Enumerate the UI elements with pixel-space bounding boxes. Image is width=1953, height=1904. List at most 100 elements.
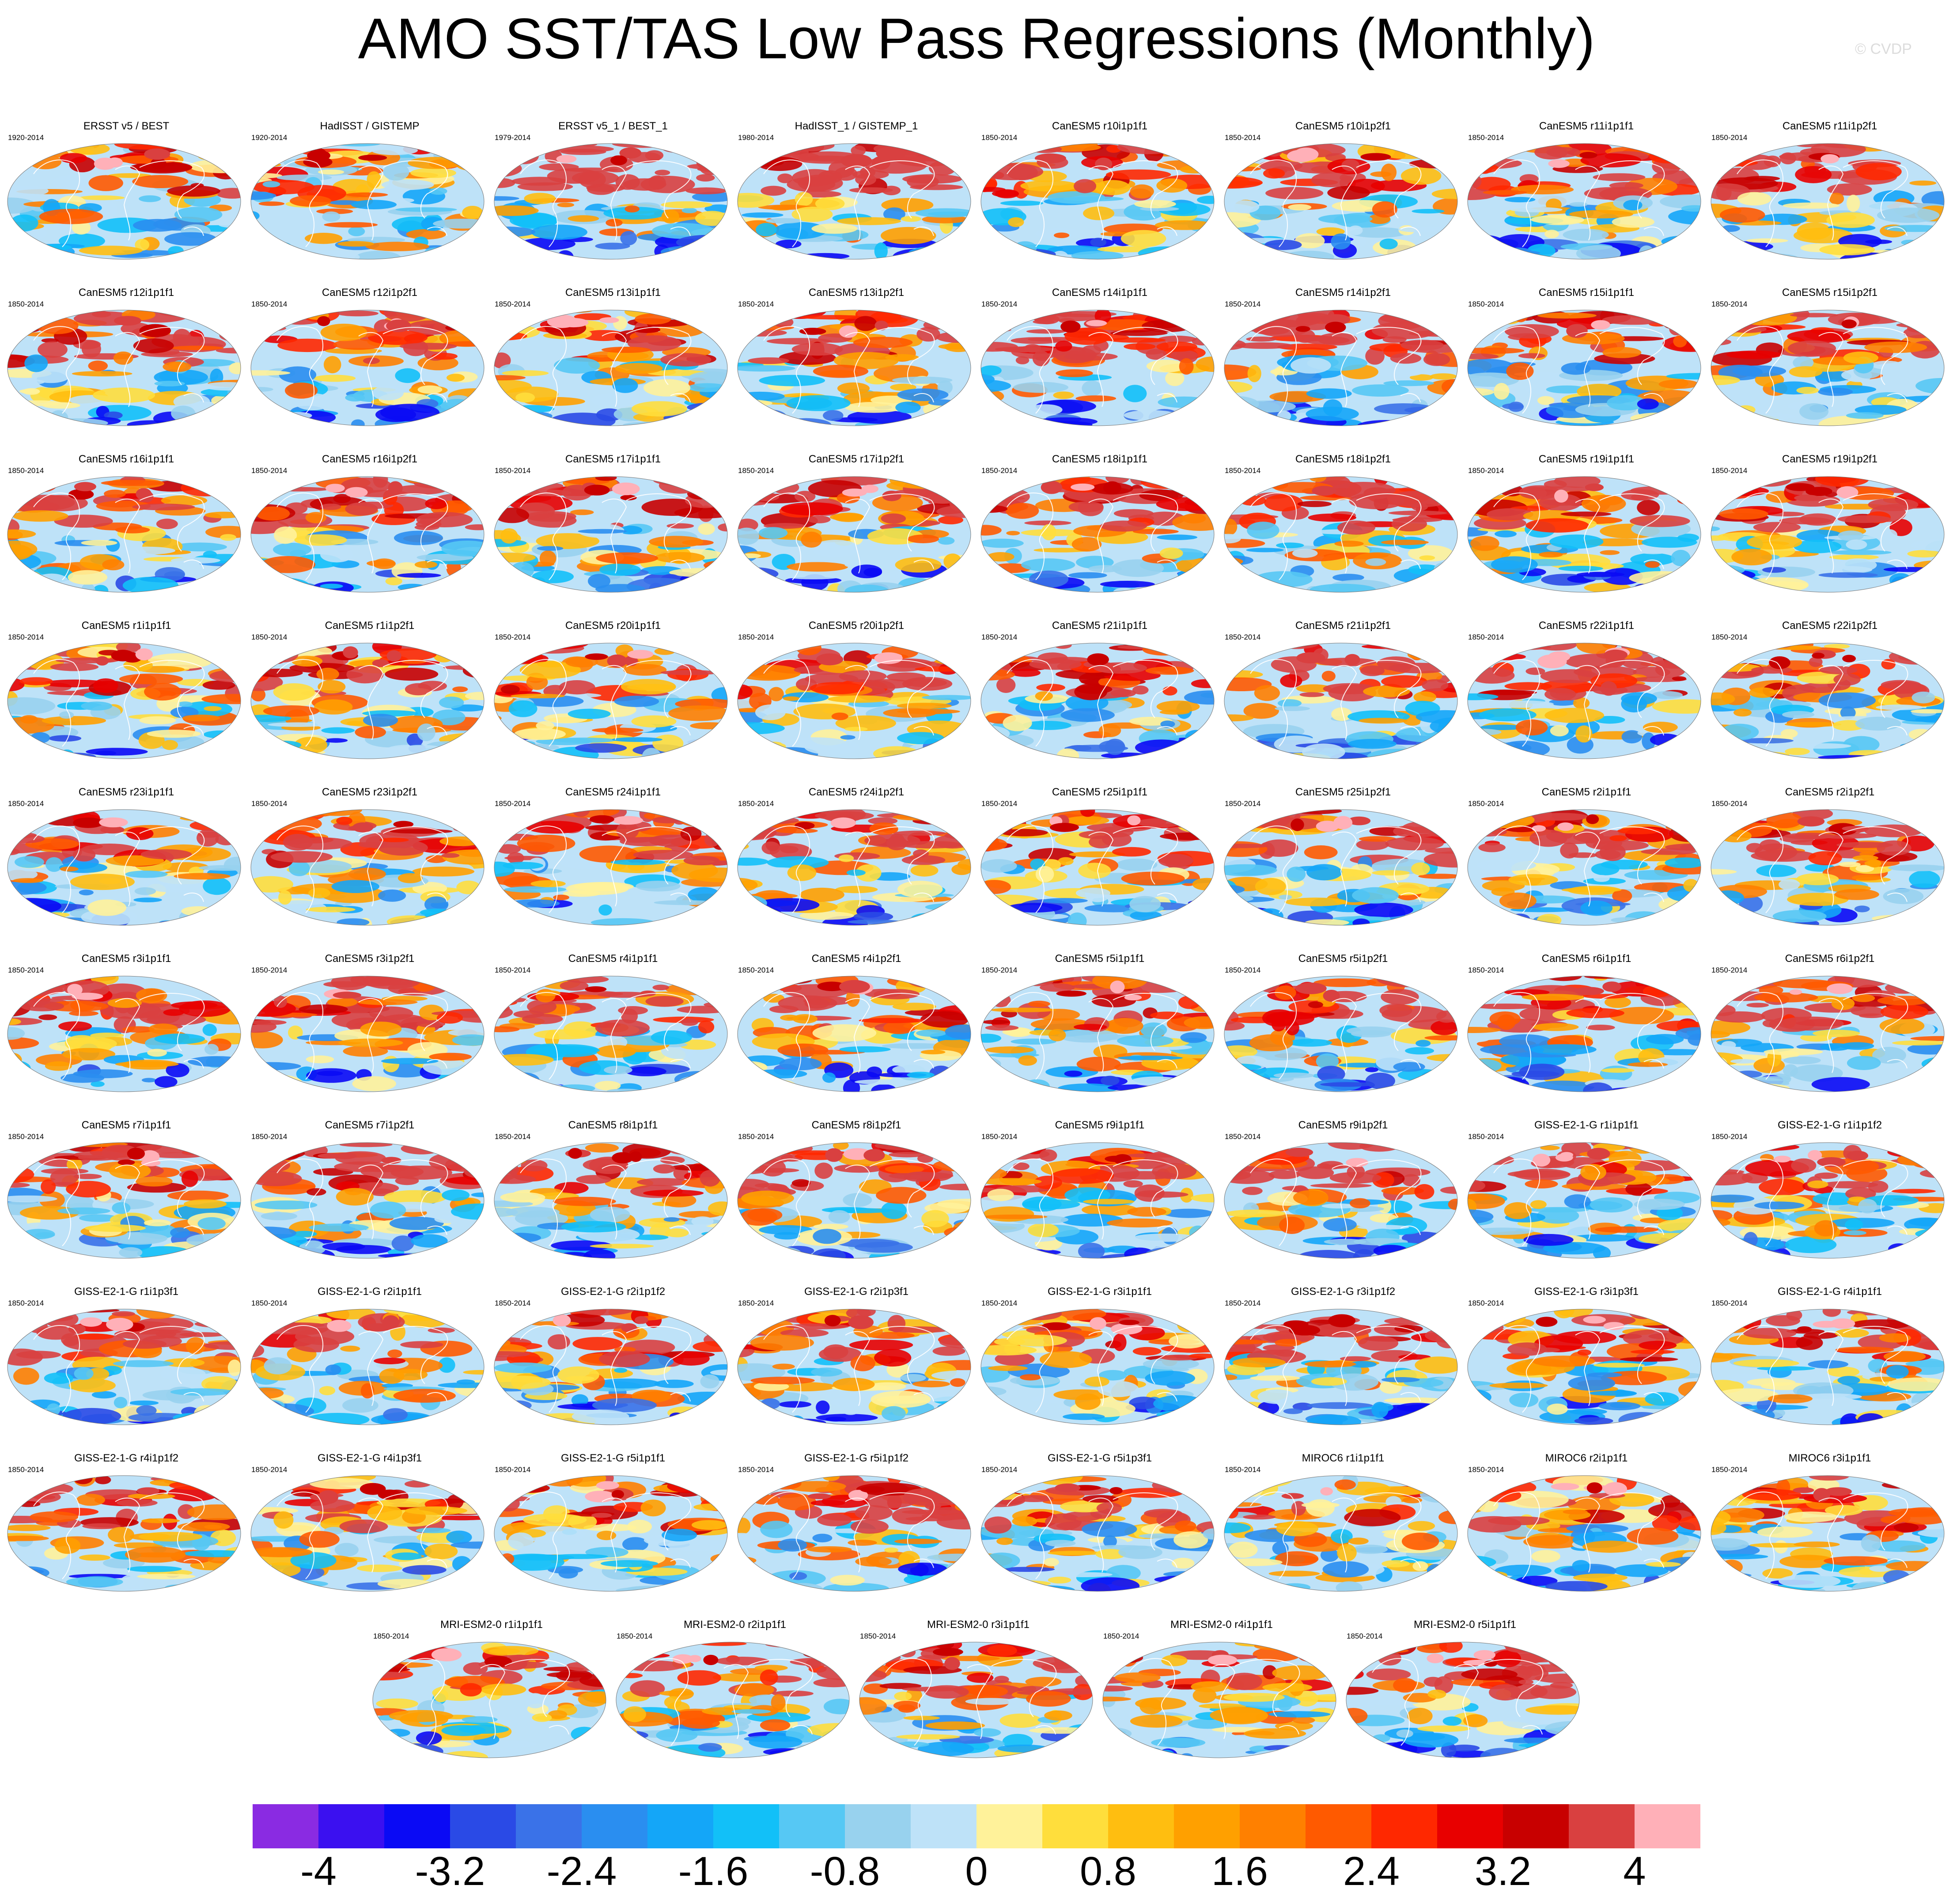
anomaly-patch (1468, 189, 1496, 200)
anomaly-patch (81, 540, 117, 546)
anomaly-patch (1421, 148, 1457, 162)
anomaly-patch (627, 650, 654, 659)
panel-title: CanESM5 r1i1p1f1 (81, 620, 171, 632)
anomaly-patch (1156, 178, 1188, 193)
anomaly-patch (1098, 161, 1112, 169)
regression-map (1467, 809, 1701, 926)
anomaly-patch (874, 320, 888, 330)
anomaly-patch (981, 584, 1029, 592)
anomaly-patch (1351, 1030, 1391, 1037)
anomaly-patch (107, 998, 142, 1008)
anomaly-patch (1654, 649, 1701, 655)
anomaly-patch (864, 988, 901, 998)
anomaly-patch (1011, 1038, 1056, 1045)
anomaly-patch (1055, 341, 1072, 352)
anomaly-patch (308, 888, 330, 898)
anomaly-patch (379, 837, 409, 842)
anomaly-patch (886, 836, 908, 851)
anomaly-patch (1576, 643, 1616, 654)
anomaly-patch (352, 1076, 396, 1091)
anomaly-patch (705, 976, 723, 979)
coastline (602, 165, 627, 241)
anomaly-patch (1083, 206, 1115, 220)
anomaly-patch (8, 577, 43, 592)
anomaly-patch (981, 150, 997, 158)
anomaly-patch (1006, 531, 1020, 536)
anomaly-patch (1028, 1000, 1050, 1007)
anomaly-patch (981, 814, 1018, 820)
anomaly-patch (1294, 148, 1319, 161)
anomaly-patch (1595, 849, 1621, 859)
anomaly-patch (1224, 310, 1249, 323)
anomaly-patch (1130, 184, 1154, 199)
anomaly-patch (1643, 985, 1672, 998)
anomaly-patch (473, 413, 484, 426)
coastline (1157, 227, 1177, 236)
panel-period: 1920-2014 (8, 133, 44, 142)
anomaly-patch (1000, 829, 1048, 837)
anomaly-patch (1711, 394, 1726, 409)
anomaly-patch (1711, 412, 1754, 418)
anomaly-patch (1739, 895, 1763, 912)
anomaly-patch (406, 229, 446, 240)
regression-map (737, 643, 971, 759)
coastline (869, 493, 935, 552)
coastline (427, 893, 447, 902)
coastline (869, 327, 935, 385)
anomaly-patch (354, 250, 401, 259)
anomaly-patch (1292, 549, 1318, 558)
anomaly-patch (181, 906, 215, 916)
coastline (1818, 831, 1844, 907)
anomaly-patch (115, 526, 150, 534)
anomaly-patch (49, 410, 68, 426)
anomaly-patch (651, 1030, 692, 1045)
anomaly-patch (1418, 252, 1435, 257)
anomaly-patch (1190, 748, 1214, 754)
coastline (115, 998, 140, 1073)
map-outline (250, 143, 484, 260)
anomaly-patch (1934, 750, 1944, 759)
anomaly-patch (1730, 310, 1747, 322)
anomaly-patch (21, 149, 40, 156)
anomaly-patch (1922, 144, 1944, 151)
anomaly-patch (1793, 356, 1814, 369)
anomaly-patch (1842, 655, 1856, 662)
anomaly-patch (345, 487, 368, 498)
anomaly-patch (568, 708, 611, 719)
regression-map (7, 976, 241, 1092)
anomaly-patch (682, 917, 707, 925)
anomaly-patch (499, 326, 514, 337)
panel-period: 1979-2014 (495, 133, 531, 142)
anomaly-patch (738, 1072, 771, 1079)
anomaly-patch (258, 201, 285, 206)
anomaly-patch (844, 584, 889, 592)
anomaly-patch (29, 154, 62, 170)
regression-map (494, 976, 728, 1092)
anomaly-patch (692, 914, 725, 923)
anomaly-patch (1933, 976, 1944, 981)
anomaly-patch (1721, 1041, 1736, 1049)
anomaly-patch (1418, 144, 1457, 155)
anomaly-patch (614, 696, 659, 707)
anomaly-patch (685, 583, 707, 591)
anomaly-patch (1864, 824, 1923, 837)
panel-title: CanESM5 r22i1p1f1 (1538, 620, 1635, 632)
anomaly-patch (1877, 207, 1940, 223)
anomaly-patch (1310, 583, 1376, 592)
anomaly-patch (381, 1058, 439, 1064)
anomaly-patch (780, 846, 799, 853)
anomaly-patch (946, 1079, 961, 1092)
anomaly-patch (1259, 160, 1303, 171)
anomaly-patch (1563, 229, 1609, 241)
anomaly-patch (1718, 829, 1752, 843)
anomaly-patch (1416, 148, 1457, 162)
anomaly-patch (1754, 992, 1818, 1003)
anomaly-patch (1035, 153, 1066, 163)
anomaly-patch (625, 205, 640, 212)
anomaly-patch (324, 222, 378, 228)
anomaly-patch (1898, 254, 1938, 259)
anomaly-patch (1881, 659, 1896, 670)
anomaly-patch (636, 881, 681, 892)
map-outline (1711, 310, 1945, 426)
coastline (1818, 332, 1844, 407)
